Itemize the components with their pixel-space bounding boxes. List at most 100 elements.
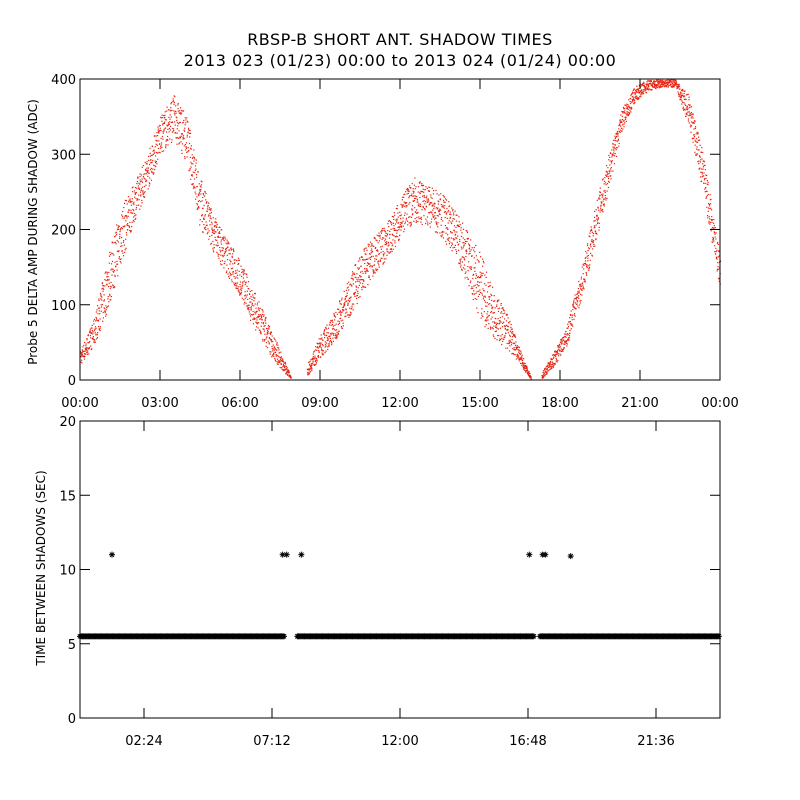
delta-amp-point-1301	[284, 365, 286, 367]
delta-amp-point-350	[134, 192, 137, 195]
delta-amp-point-1230	[273, 352, 275, 354]
delta-amp-point-1645	[354, 273, 356, 275]
delta-amp-point-1015	[239, 274, 241, 276]
delta-amp-point-3714	[689, 105, 691, 107]
delta-amp-point-2364	[466, 231, 469, 234]
delta-amp-point-617	[176, 122, 178, 124]
delta-amp-point-460	[152, 168, 154, 170]
delta-amp-point-3416	[642, 90, 644, 92]
delta-amp-point-218	[114, 274, 116, 276]
delta-amp-point-70	[91, 332, 93, 334]
delta-amp-point-3895	[717, 256, 719, 258]
delta-amp-point-3499	[655, 80, 657, 82]
delta-amp-point-1506	[332, 337, 334, 339]
delta-amp-point-3663	[681, 100, 683, 102]
delta-amp-point-2977	[573, 306, 575, 308]
delta-amp-point-2403	[473, 249, 475, 251]
delta-amp-point-2945	[568, 336, 570, 339]
delta-amp-point-422	[146, 167, 148, 169]
delta-amp-point-2563	[498, 334, 500, 337]
delta-amp-point-291	[125, 232, 127, 234]
delta-amp-point-3518	[658, 82, 660, 84]
delta-amp-point-1876	[390, 222, 392, 224]
delta-amp-point-3180	[605, 184, 607, 186]
delta-amp-point-421	[146, 180, 148, 182]
delta-amp-point-2173	[436, 232, 439, 234]
delta-amp-point-336	[132, 219, 134, 222]
delta-amp-point-2731	[524, 365, 526, 368]
delta-amp-point-113	[97, 307, 99, 309]
delta-amp-point-2194	[440, 193, 442, 195]
delta-amp-point-1168	[263, 314, 265, 316]
delta-amp-point-1315	[286, 369, 288, 371]
delta-amp-point-167	[106, 276, 108, 278]
delta-amp-point-2734	[525, 367, 527, 369]
delta-amp-point-1454	[324, 329, 326, 331]
delta-amp-point-1270	[279, 360, 281, 362]
delta-amp-point-2081	[422, 205, 424, 208]
delta-amp-point-1580	[343, 304, 346, 306]
delta-amp-point-2658	[513, 335, 515, 337]
delta-amp-point-3132	[598, 198, 600, 200]
delta-amp-point-2933	[566, 333, 568, 335]
delta-amp-point-2284	[454, 231, 456, 233]
delta-amp-point-208	[112, 285, 114, 287]
delta-amp-point-3565	[665, 86, 668, 88]
delta-amp-point-1176	[264, 319, 266, 321]
delta-amp-point-1542	[337, 332, 340, 334]
delta-amp-point-1554	[339, 310, 341, 312]
delta-amp-point-1953	[402, 217, 404, 219]
delta-amp-point-2036	[415, 186, 417, 188]
delta-amp-point-3273	[620, 114, 622, 116]
delta-amp-point-2055	[418, 203, 420, 205]
delta-amp-point-1305	[284, 368, 286, 370]
delta-amp-point-551	[166, 106, 168, 108]
delta-amp-point-2384	[470, 239, 472, 241]
delta-amp-point-1685	[360, 276, 362, 278]
delta-amp-point-2906	[562, 348, 564, 350]
delta-amp-point-1182	[265, 338, 267, 340]
delta-amp-point-2612	[505, 324, 507, 326]
delta-amp-point-861	[215, 218, 217, 220]
delta-amp-point-945	[228, 243, 230, 245]
delta-amp-point-258	[120, 262, 122, 264]
delta-amp-point-2053	[418, 216, 420, 218]
delta-amp-point-1555	[340, 317, 342, 319]
delta-amp-point-2841	[552, 362, 554, 364]
delta-amp-point-928	[225, 250, 227, 252]
delta-amp-point-762	[199, 219, 201, 221]
delta-amp-point-314	[129, 221, 131, 224]
delta-amp-point-3021	[580, 289, 582, 291]
delta-amp-point-2027	[414, 197, 416, 199]
delta-amp-point-1735	[368, 263, 370, 265]
delta-amp-point-3205	[609, 175, 611, 177]
delta-amp-point-484	[156, 152, 158, 154]
delta-amp-point-2965	[571, 314, 573, 316]
delta-amp-point-1759	[371, 250, 374, 252]
delta-amp-point-1047	[244, 273, 246, 275]
delta-amp-point-3498	[655, 85, 657, 87]
delta-amp-point-1091	[251, 290, 253, 292]
delta-amp-point-2816	[548, 362, 550, 364]
delta-amp-point-2742	[526, 365, 528, 367]
delta-amp-point-3182	[605, 170, 608, 172]
delta-amp-point-2834	[551, 367, 553, 369]
delta-amp-point-1679	[359, 295, 361, 298]
delta-amp-point-1434	[321, 349, 323, 351]
delta-amp-point-2990	[575, 299, 577, 301]
delta-amp-point-3544	[662, 80, 664, 82]
delta-amp-point-1456	[324, 352, 326, 354]
delta-amp-point-3097	[592, 241, 594, 243]
delta-amp-point-958	[230, 260, 232, 263]
delta-amp-point-2306	[457, 225, 459, 227]
delta-amp-point-2655	[512, 342, 514, 344]
delta-amp-point-1760	[372, 245, 374, 247]
delta-amp-point-2662	[513, 347, 515, 349]
delta-amp-point-505	[159, 129, 161, 131]
delta-amp-point-2764	[529, 375, 531, 377]
delta-amp-point-1326	[288, 370, 290, 372]
delta-amp-point-1290	[282, 360, 284, 362]
delta-amp-point-2842	[552, 365, 554, 367]
delta-amp-point-775	[201, 221, 203, 223]
delta-amp-point-3159	[602, 193, 604, 195]
